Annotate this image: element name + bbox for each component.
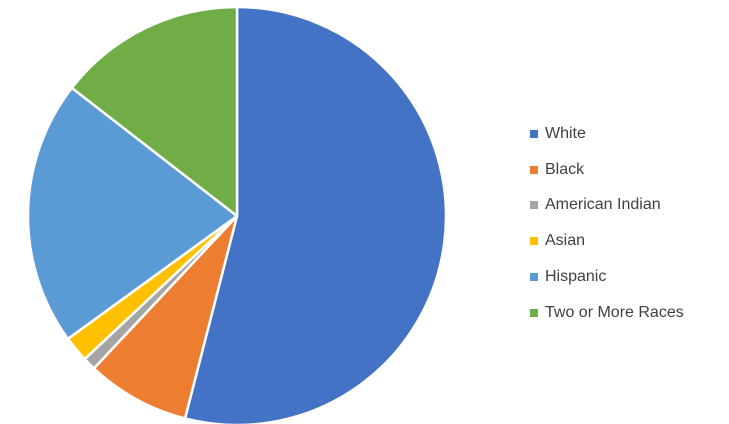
legend-item-white: White [530,116,684,152]
legend-swatch [530,201,538,210]
legend-swatch [530,165,538,174]
legend-item-asian: Asian [530,223,684,259]
legend-label: Hispanic [545,268,607,286]
legend: White Black American Indian Asian Hispanic Tw… [530,116,684,331]
legend-label: White [545,124,586,142]
legend-item-black: Black [530,152,684,188]
pie-slice-two-or-more-races [70,5,239,218]
legend-label: American Indian [545,196,661,214]
legend-swatch [530,129,538,138]
legend-item-hispanic: Hispanic [530,259,684,295]
legend-item-american-indian: American Indian [530,188,684,224]
legend-label: Asian [545,232,586,250]
legend-swatch [530,308,538,317]
pie-slice-black [92,214,239,420]
legend-label: Two or More Races [545,303,684,321]
legend-swatch [530,237,538,246]
legend-swatch [530,273,538,282]
legend-item-two-or-more-races: Two or More Races [530,295,684,331]
legend-label: Black [545,160,585,178]
pie-slice-white [183,5,448,424]
pie-slice-hispanic [26,86,239,341]
